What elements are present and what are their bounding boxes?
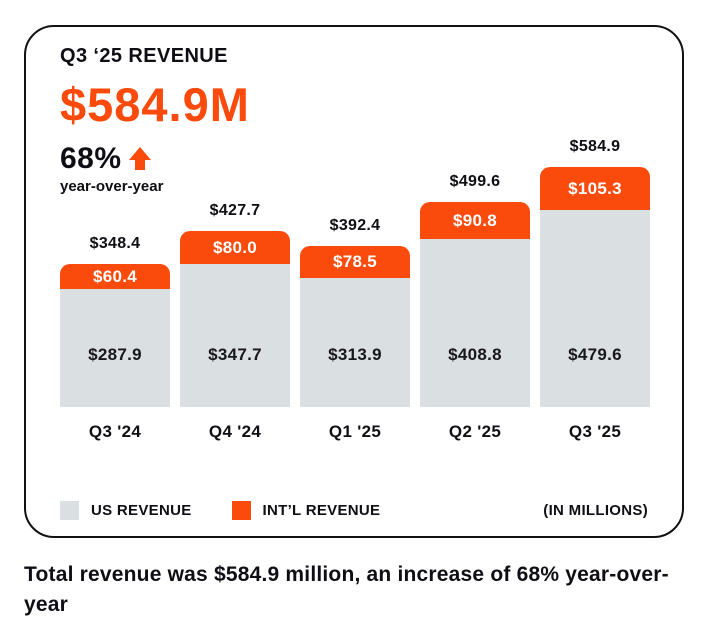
bar-column: $392.4 $78.5 $313.9 Q1 '25 xyxy=(300,217,410,447)
us-revenue-swatch-icon xyxy=(60,501,79,520)
bar-category-label: Q2 '25 xyxy=(448,422,502,441)
bar-category-label: Q3 '24 xyxy=(88,422,142,441)
bar-column: $499.6 $90.8 $408.8 Q2 '25 xyxy=(420,173,530,447)
card-header: Q3 ‘25 REVENUE $584.9M 68% year-over-yea… xyxy=(60,45,648,195)
bar-segment-us: $287.9 xyxy=(60,289,170,407)
chart-legend: US REVENUE INT’L REVENUE (IN MILLIONS) xyxy=(60,501,648,520)
legend-item-us: US REVENUE xyxy=(60,501,192,520)
revenue-card: Q3 ‘25 REVENUE $584.9M 68% year-over-yea… xyxy=(24,25,684,538)
bar-total-label: $499.6 xyxy=(449,173,501,190)
bar-segment-intl: $90.8 xyxy=(420,202,530,239)
stacked-bar: $78.5 $313.9 xyxy=(300,246,410,407)
bar-us-value: $408.8 xyxy=(448,345,502,364)
bar-segment-us: $408.8 xyxy=(420,239,530,407)
legend-label-intl: INT’L REVENUE xyxy=(262,502,381,519)
stacked-bar: $60.4 $287.9 xyxy=(60,264,170,407)
bar-us-value: $347.7 xyxy=(208,345,262,364)
total-revenue-value: $584.9M xyxy=(60,78,250,131)
bar-category-label: Q3 '25 xyxy=(568,422,622,441)
bar-segment-intl: $80.0 xyxy=(180,231,290,264)
growth-percent: 68% xyxy=(60,142,122,175)
bar-segment-us: $479.6 xyxy=(540,210,650,407)
stacked-bar: $80.0 $347.7 xyxy=(180,231,290,407)
bar-segment-us: $347.7 xyxy=(180,264,290,407)
legend-item-intl: INT’L REVENUE xyxy=(231,501,381,520)
bar-total-label: $584.9 xyxy=(569,138,621,155)
bar-us-value: $479.6 xyxy=(568,345,622,364)
bar-segment-intl: $105.3 xyxy=(540,167,650,210)
caption: Total revenue was $584.9 million, an inc… xyxy=(24,563,669,616)
legend-label-us: US REVENUE xyxy=(91,502,192,519)
bar-segment-intl: $60.4 xyxy=(60,264,170,289)
bar-column: $348.4 $60.4 $287.9 Q3 '24 xyxy=(60,235,170,447)
up-arrow-icon xyxy=(128,147,152,171)
bar-category-label: Q4 '24 xyxy=(208,422,262,441)
intl-revenue-swatch-icon xyxy=(231,501,251,520)
stacked-bar: $90.8 $408.8 xyxy=(420,202,530,407)
bar-total-label: $427.7 xyxy=(209,202,261,219)
growth-sublabel: year-over-year xyxy=(60,178,164,195)
bar-segment-us: $313.9 xyxy=(300,278,410,407)
stacked-bar: $105.3 $479.6 xyxy=(540,167,650,407)
revenue-bar-chart: $348.4 $60.4 $287.9 Q3 '24 $427.7 $80.0 $347.7… xyxy=(60,125,650,447)
growth-row: 68% xyxy=(60,142,648,176)
bar-segment-intl: $78.5 xyxy=(300,246,410,278)
bar-category-label: Q1 '25 xyxy=(328,422,382,441)
card-title: Q3 ‘25 REVENUE xyxy=(60,45,228,67)
bar-column: $584.9 $105.3 $479.6 Q3 '25 xyxy=(540,138,650,447)
units-note: (IN MILLIONS) xyxy=(543,502,648,519)
bar-total-label: $348.4 xyxy=(89,235,141,252)
bar-us-value: $313.9 xyxy=(328,345,382,364)
bar-total-label: $392.4 xyxy=(329,217,381,234)
bar-column: $427.7 $80.0 $347.7 Q4 '24 xyxy=(180,202,290,447)
bar-us-value: $287.9 xyxy=(88,345,142,364)
